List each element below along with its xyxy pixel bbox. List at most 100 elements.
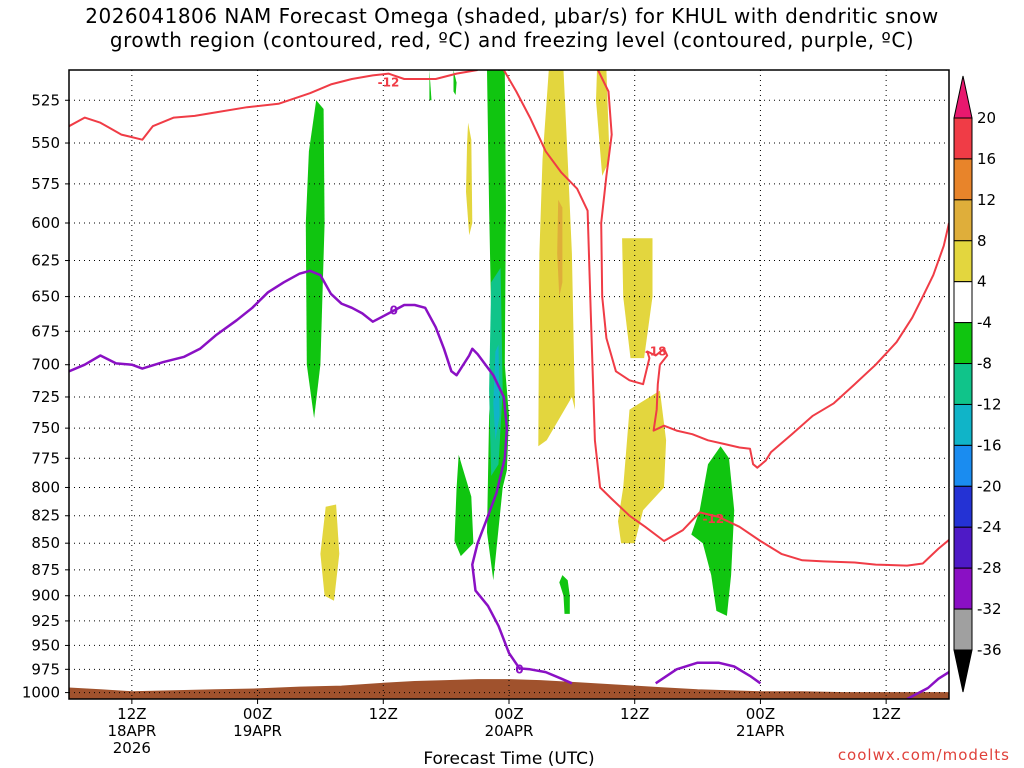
colorbar-label-11: -24 [977,518,1002,536]
chart-title-line-2: growth region (contoured, red, ºC) and f… [109,28,915,52]
omega-region-5 [622,238,653,359]
omega-shading-layer [305,70,735,616]
x-tick-label-3-1: 12Z [369,705,398,723]
y-tick-label-775: 775 [31,449,60,467]
omega-region-7 [557,199,563,297]
y-tick-label-1000: 1000 [22,684,60,702]
grid-lines [69,70,949,699]
contour-label-5: 0 [515,662,523,676]
y-tick-label-975: 975 [31,660,60,678]
colorbar-label-13: -32 [977,600,1002,618]
contour-label-4: -12 [702,512,724,526]
colorbar-bottom-arrow [953,649,973,693]
y-tick-label-900: 900 [31,587,60,605]
colorbar-legend: 20 16 12 8 4 -4 -8 -12 -16 -20 -24 -28 -32 -36 [953,75,1002,693]
terrain-fill [69,679,949,699]
plot-frame [68,69,950,700]
omega-region-16 [493,344,500,441]
omega-region-3 [538,70,575,447]
dgz-contour-3 [597,70,949,469]
colorbar-swatch-11 [953,526,973,569]
colorbar-label-6: -4 [977,314,992,332]
y-axis-pressure: 525 550 575 600 625 650 675 700 725 750 775 800 825 8… [22,91,69,702]
y-tick-label-925: 925 [31,612,60,630]
omega-region-13 [559,575,570,614]
colorbar-swatch-13 [953,608,973,651]
omega-region-14 [691,446,735,616]
colorbar-swatch-2 [953,158,973,201]
colorbar-top-arrow [953,75,973,119]
x-tick-label-5-1: 12Z [620,705,649,723]
colorbar-label-2: 16 [977,150,996,168]
omega-region-1 [320,504,340,601]
contour-layer [69,70,949,699]
x-tick-label-1-2: 18APR [107,722,156,740]
colorbar-label-9: -16 [977,436,1002,454]
freezing-level-contour-2 [655,661,762,685]
colorbar-swatch-9 [953,444,973,487]
chart-title: 2026041806 NAM Forecast Omega (shaded, μ… [0,4,1024,52]
omega-region-12 [454,454,474,557]
colorbar-label-10: -20 [977,477,1002,495]
colorbar-swatch-5 [953,281,973,324]
contour-labels: -12 0 -18 -12 0 [378,76,724,677]
colorbar-label-14: -36 [977,641,1002,659]
x-tick-label-4-1: 00Z [494,705,523,723]
colorbar-label-1: 20 [977,109,996,127]
dgz-contour-1 [69,70,478,141]
contour-label-3: -18 [645,344,667,358]
x-tick-label-1-1: 12Z [117,705,146,723]
x-tick-label-1-3: 2026 [113,739,151,757]
terrain-layer [69,679,949,699]
colorbar-swatch-10 [953,485,973,528]
freezing-level-contour-3 [906,671,949,699]
y-tick-label-725: 725 [31,388,60,406]
omega-region-8 [453,70,457,95]
colorbar-label-8: -12 [977,395,1002,413]
x-axis-title: Forecast Time (UTC) [423,749,594,768]
chart-title-line-1: 2026041806 NAM Forecast Omega (shaded, μ… [85,4,939,28]
x-tick-label-6-1: 00Z [746,705,775,723]
colorbar-swatch-1 [953,117,973,160]
y-tick-label-600: 600 [31,214,60,232]
x-tick-label-2-1: 00Z [243,705,272,723]
y-tick-label-950: 950 [31,636,60,654]
colorbar-swatch-6 [953,322,973,365]
colorbar-swatch-3 [953,199,973,242]
colorbar-swatch-7 [953,363,973,405]
colorbar-label-5: 4 [977,273,987,291]
omega-region-4 [596,70,610,176]
y-tick-label-700: 700 [31,356,60,374]
contour-label-1: -12 [378,76,400,90]
dgz-contour-2 [502,70,949,567]
contour-label-2: 0 [390,304,398,318]
x-tick-label-4-2: 20APR [485,722,534,740]
colorbar-label-4: 8 [977,232,987,250]
omega-region-2 [466,122,473,236]
x-tick-label-6-2: 21APR [736,722,785,740]
colorbar-label-7: -8 [977,355,992,373]
colorbar-label-3: 12 [977,191,996,209]
source-credit: coolwx.com/modelts [837,746,1010,764]
y-tick-label-675: 675 [31,322,60,340]
y-tick-label-525: 525 [31,91,60,109]
y-tick-label-850: 850 [31,534,60,552]
x-tick-label-2-2: 19APR [233,722,282,740]
y-tick-label-650: 650 [31,288,60,306]
y-tick-label-550: 550 [31,134,60,152]
colorbar-swatch-4 [953,240,973,283]
x-tick-label-7-1: 12Z [871,705,900,723]
omega-region-9 [429,70,432,101]
colorbar-swatch-12 [953,567,973,610]
y-tick-label-750: 750 [31,419,60,437]
omega-region-6 [618,390,667,544]
y-tick-label-625: 625 [31,252,60,270]
y-tick-label-575: 575 [31,175,60,193]
y-tick-label-800: 800 [31,478,60,496]
colorbar-label-12: -28 [977,559,1002,577]
y-tick-label-875: 875 [31,561,60,579]
y-tick-label-825: 825 [31,507,60,525]
colorbar-swatch-8 [953,403,973,446]
